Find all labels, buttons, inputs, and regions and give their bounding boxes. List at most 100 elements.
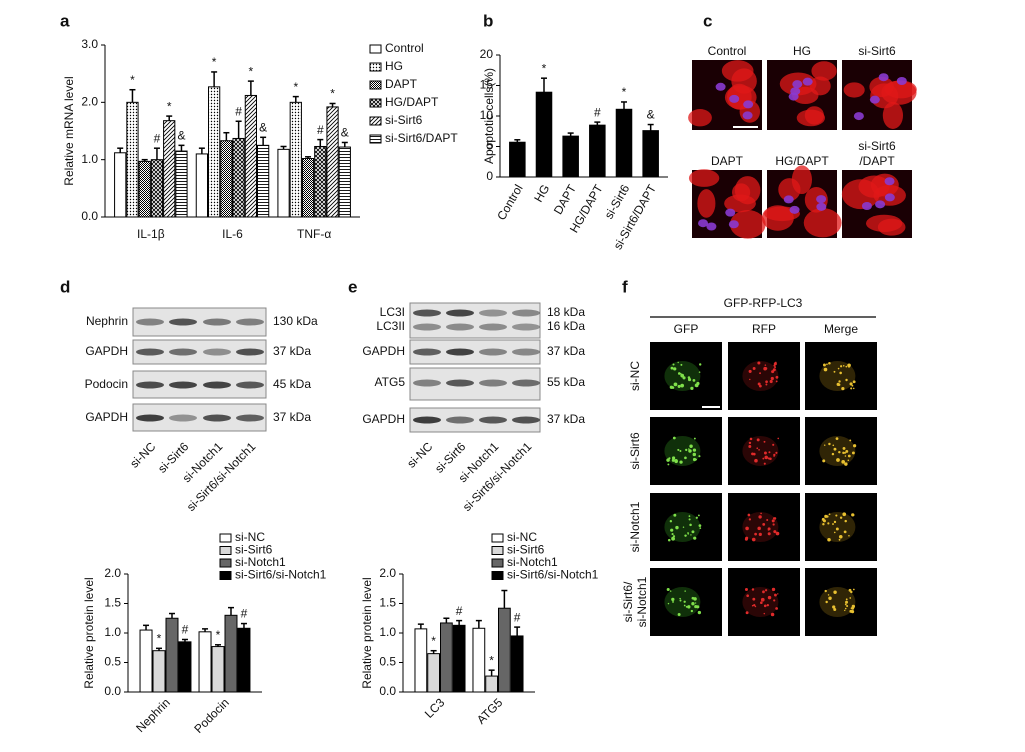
blot-band [169, 318, 197, 326]
significance-mark: * [489, 653, 494, 667]
significance-mark: * [167, 99, 172, 113]
error-bar [430, 649, 437, 654]
blot-label: GAPDH [362, 412, 405, 426]
bar [195, 153, 208, 218]
error-bar [647, 123, 654, 131]
legend-swatch [369, 116, 382, 126]
error-bar [475, 619, 482, 629]
blot-band [413, 348, 441, 356]
micrograph [688, 60, 762, 130]
micrograph [728, 342, 800, 410]
bar [289, 101, 302, 218]
row-label: si-NC [628, 361, 642, 391]
legend-swatch [369, 44, 382, 54]
y-tick-label: 2.0 [104, 566, 121, 580]
bar [224, 614, 238, 693]
bar [152, 650, 166, 693]
y-tick-label: 1.5 [104, 596, 121, 610]
significance-mark: * [212, 55, 217, 69]
error-bar [305, 156, 312, 159]
bar [427, 653, 440, 693]
legend-label: si-Sirt6/DAPT [385, 131, 458, 145]
blot-size: 37 kDa [273, 410, 311, 424]
bar [314, 145, 327, 218]
blot-band [136, 414, 164, 422]
blot-size: 37 kDa [547, 344, 585, 358]
blot-band [512, 348, 540, 356]
y-tick-label: 2.0 [379, 566, 396, 580]
error-bar [260, 136, 267, 146]
blot-band [236, 348, 264, 356]
image-label: si-Sirt6 [858, 44, 896, 58]
blot-label: ATG5 [375, 375, 406, 389]
bar [562, 135, 579, 178]
error-bar [514, 139, 521, 143]
error-bar [211, 71, 218, 87]
legend-label: si-Sirt6 [235, 543, 273, 557]
legend-label: DAPT [385, 77, 418, 91]
bar [498, 607, 511, 693]
error-bar [594, 121, 601, 126]
blot-band [203, 318, 231, 326]
bar [211, 646, 225, 693]
blot-band [446, 416, 474, 424]
bar [257, 144, 270, 218]
error-bar [202, 628, 209, 632]
y-tick-label: 5 [486, 139, 493, 153]
blot-band [479, 379, 507, 387]
legend-swatch [219, 558, 232, 568]
bar [198, 631, 212, 693]
blot-band [236, 318, 264, 326]
micrograph [688, 169, 766, 239]
blot-strip [409, 302, 541, 339]
bar [138, 160, 151, 218]
blot-band [446, 309, 474, 317]
significance-mark: & [647, 108, 655, 122]
image-label: Control [708, 44, 747, 58]
bar [165, 617, 179, 693]
panel-label: c [703, 11, 712, 30]
y-tick-label: 0.0 [81, 209, 98, 223]
micrograph [761, 165, 842, 238]
error-bar [621, 101, 627, 110]
bar [535, 91, 553, 178]
micrograph [805, 417, 877, 485]
error-bar [141, 158, 148, 162]
significance-mark: * [293, 80, 298, 94]
error-bar [280, 145, 287, 150]
blot-size: 130 kDa [273, 314, 318, 328]
blot-band [479, 348, 507, 356]
bar [232, 137, 245, 218]
error-bar [153, 147, 160, 160]
bar [452, 624, 466, 693]
column-label: Merge [824, 322, 858, 336]
legend-label: si-Notch1 [235, 555, 286, 569]
significance-mark: * [622, 85, 627, 99]
y-axis-label: Relative mRNA level [62, 76, 76, 185]
significance-mark: # [154, 131, 161, 145]
blot-band [169, 381, 197, 389]
y-axis-label: Relative protein level [82, 577, 96, 688]
bar [642, 130, 659, 178]
error-bar [198, 147, 205, 154]
panel-label: a [60, 11, 70, 30]
micrograph [728, 417, 800, 485]
legend-swatch [369, 62, 382, 72]
bar [175, 150, 188, 218]
y-tick-label: 15 [480, 78, 494, 92]
blot-size: 16 kDa [547, 319, 585, 333]
error-bar [247, 80, 254, 96]
legend-swatch [219, 571, 232, 580]
error-bar [341, 141, 348, 148]
significance-mark: # [317, 123, 324, 137]
error-bar [178, 144, 185, 152]
y-axis-label: Apoptotic cells(%) [482, 68, 496, 164]
blot-band [413, 309, 441, 317]
y-tick-label: 2.0 [81, 95, 98, 109]
blot-band [479, 309, 507, 317]
bar [114, 152, 127, 218]
row-label: si-Sirt6/ [621, 581, 635, 622]
error-bar [417, 623, 424, 629]
error-bar [567, 132, 574, 137]
